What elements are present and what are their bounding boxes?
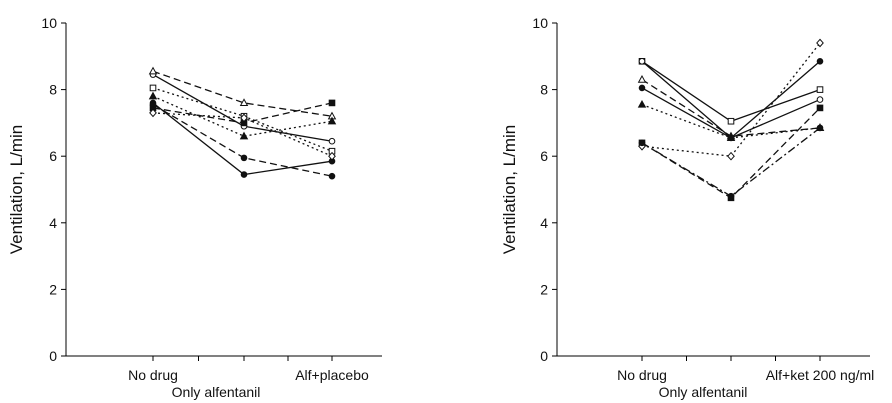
data-point-marker <box>149 101 157 108</box>
series-line <box>152 70 333 117</box>
y-tick-label: 4 <box>540 215 548 231</box>
data-point-marker <box>816 96 824 103</box>
data-point-marker <box>327 116 337 125</box>
y-tick-label: 8 <box>540 82 548 98</box>
data-point-marker <box>239 98 249 107</box>
data-point-marker <box>816 104 824 112</box>
data-point-marker <box>638 84 646 92</box>
data-point-marker <box>240 113 248 123</box>
data-point-marker <box>816 124 824 132</box>
data-point-marker <box>726 133 736 141</box>
y-tick-label: 10 <box>532 15 548 31</box>
data-point-marker <box>328 172 336 180</box>
y-tick-label: 2 <box>540 281 548 297</box>
x-tick-label: Alf+ket 200 ng/ml <box>766 367 875 383</box>
data-point-marker <box>816 86 824 93</box>
data-point-marker <box>328 151 336 161</box>
data-point-marker <box>816 57 824 65</box>
data-point-marker <box>328 137 336 145</box>
y-tick-label: 0 <box>540 348 548 364</box>
data-point-marker <box>239 131 249 140</box>
data-point-marker <box>637 99 647 108</box>
data-point-marker <box>637 74 647 83</box>
data-point-marker <box>727 192 735 200</box>
x-axis-title: Only alfentanil <box>659 384 748 400</box>
series-line <box>641 79 821 137</box>
series-line <box>152 74 333 142</box>
data-point-marker <box>727 117 735 125</box>
x-tick-label: No drug <box>617 367 667 383</box>
data-point-marker <box>638 139 646 147</box>
y-tick-label: 6 <box>540 148 548 164</box>
y-tick-label: 2 <box>49 281 57 297</box>
series-line <box>641 42 821 157</box>
y-axis-title: Ventilation, L/min <box>500 125 519 254</box>
y-tick-label: 4 <box>49 215 57 231</box>
data-point-marker <box>240 154 248 162</box>
data-point-marker <box>816 38 824 48</box>
y-tick-label: 6 <box>49 148 57 164</box>
chart-panel-1: 0 2 4 6 8 10 No drug Alf+placebo Only alfentanil… <box>7 15 382 400</box>
data-point-marker <box>148 66 158 75</box>
data-point-marker <box>727 151 735 161</box>
chart-panel-2: 0 2 4 6 8 10 No drug Alf+ket 200 ng/ml Only alfe… <box>500 15 874 400</box>
data-point-marker <box>328 99 336 107</box>
y-tick-label: 8 <box>49 82 57 98</box>
x-axis-title: Only alfentanil <box>172 384 261 400</box>
y-tick-label: 10 <box>41 15 57 31</box>
data-point-marker <box>240 171 248 178</box>
data-point-marker <box>149 108 157 118</box>
series-line <box>641 60 821 122</box>
x-tick-label: No drug <box>128 367 178 383</box>
data-point-marker <box>638 57 646 65</box>
x-tick-label: Alf+placebo <box>295 367 369 383</box>
data-point-marker <box>148 91 158 100</box>
y-axis-title: Ventilation, L/min <box>7 125 26 254</box>
data-point-marker <box>149 84 157 92</box>
y-tick-label: 0 <box>49 348 57 364</box>
